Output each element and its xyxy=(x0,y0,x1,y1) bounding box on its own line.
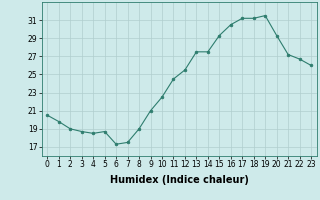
X-axis label: Humidex (Indice chaleur): Humidex (Indice chaleur) xyxy=(110,175,249,185)
